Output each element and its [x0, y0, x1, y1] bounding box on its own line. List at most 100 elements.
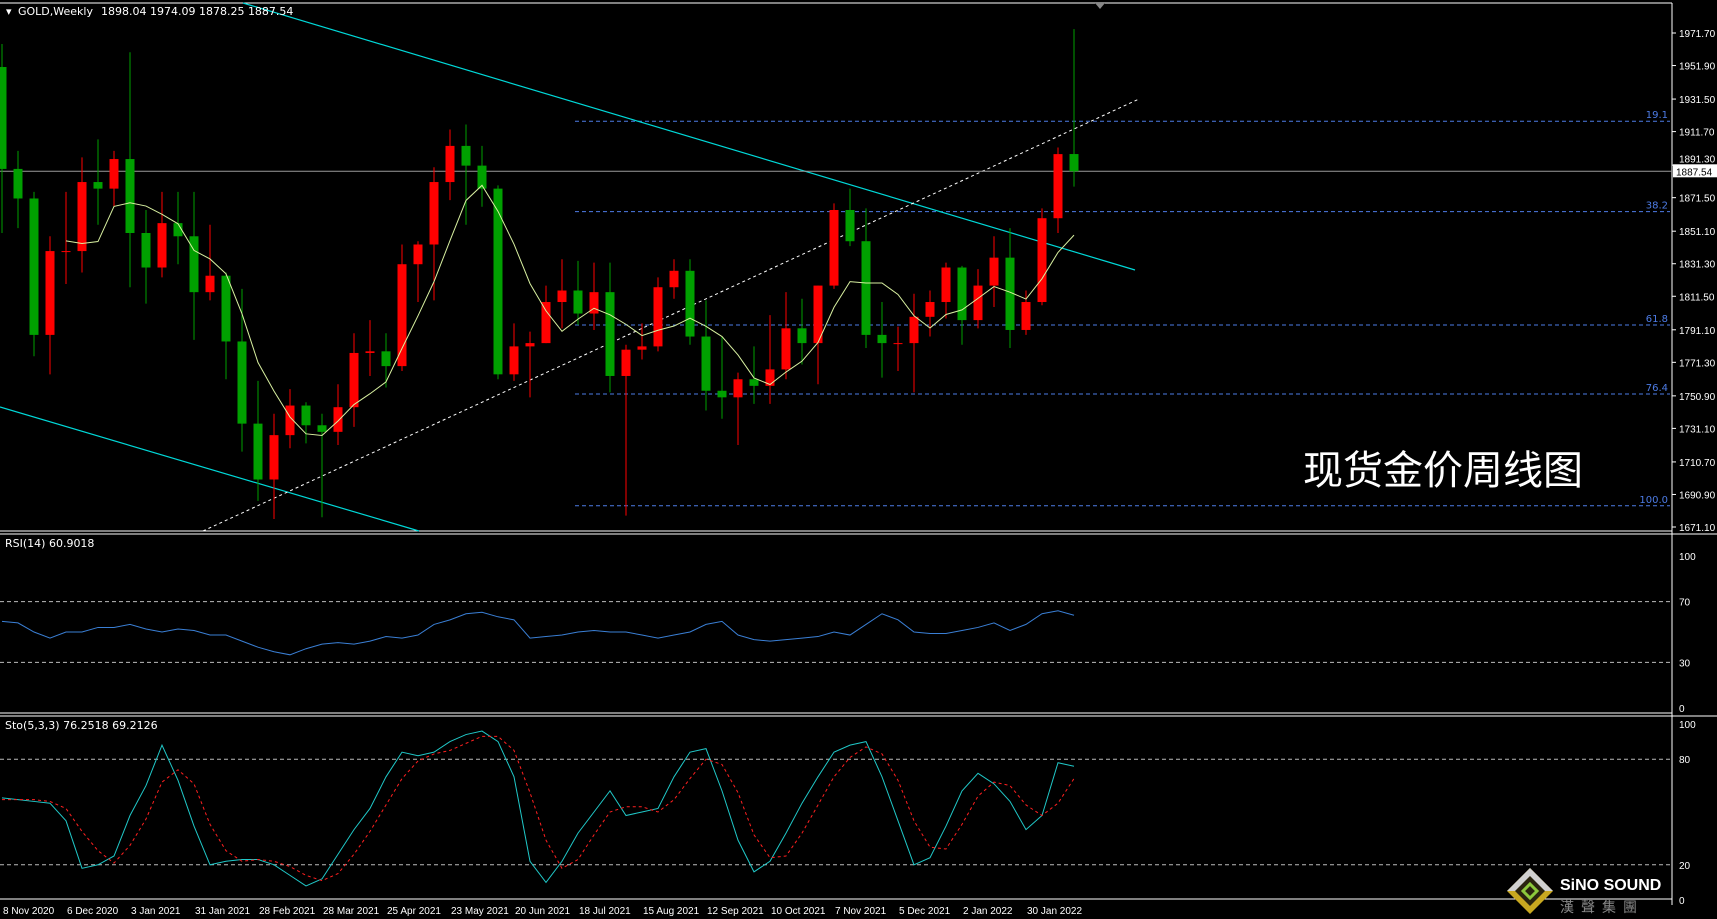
indicator-tick-label: 100: [1679, 720, 1696, 731]
time-tick-label: 31 Jan 2021: [195, 906, 250, 917]
chart-header: GOLD,Weekly 1898.04 1974.09 1878.25 1887.…: [18, 5, 293, 18]
descending-trendline-upper: [242, 2, 1136, 271]
candle-body: [173, 223, 183, 237]
candle-body: [541, 302, 551, 344]
candle-body: [957, 267, 967, 321]
candle-body: [749, 379, 759, 386]
candle-body: [909, 316, 919, 344]
price-tick-label: 1811.50: [1679, 292, 1715, 303]
price-tick-label: 1750.90: [1679, 392, 1716, 403]
indicator-tick-label: 100: [1679, 552, 1696, 563]
time-tick-label: 30 Jan 2022: [1027, 906, 1082, 917]
time-tick-label: 28 Feb 2021: [259, 906, 316, 917]
price-tick-label: 1871.50: [1679, 194, 1716, 205]
candle-body: [45, 251, 55, 335]
candle-body: [461, 145, 471, 166]
candle-body: [189, 236, 199, 293]
sino-sound-logo: SiNO SOUND 漢聲集團: [1507, 868, 1661, 916]
candle-body: [781, 328, 791, 370]
indicator-main-line: [1, 730, 1075, 887]
time-axis: 8 Nov 2020 6 Dec 2020 3 Jan 2021 31 Jan 202…: [3, 906, 1082, 917]
fib-level-label: 38.2: [1646, 201, 1668, 212]
candle-body: [893, 343, 903, 345]
candle-body: [845, 209, 855, 242]
time-tick-label: 5 Dec 2021: [899, 906, 951, 917]
candle-body: [637, 346, 647, 350]
chart-ohlc: 1898.04 1974.09 1878.25 1887.54: [101, 5, 293, 18]
time-tick-label: 18 Jul 2021: [579, 906, 631, 917]
candle-body: [0, 67, 7, 169]
candle-body: [221, 275, 231, 342]
candle-body: [1069, 154, 1079, 172]
price-tick-label: 1891.30: [1679, 154, 1716, 165]
candle-body: [269, 435, 279, 480]
time-tick-label: 3 Jan 2021: [131, 906, 181, 917]
logo-text-cn: 漢聲集團: [1560, 899, 1644, 916]
stochastic-pane: 100 80 20 0: [0, 720, 1696, 907]
time-tick-label: 10 Oct 2021: [771, 906, 826, 917]
candle-body: [989, 257, 999, 286]
candle-body: [445, 145, 455, 183]
indicator-main-line: [1, 610, 1075, 656]
candle-body: [877, 334, 887, 344]
chart-symbol: GOLD,Weekly: [18, 5, 93, 18]
time-tick-label: 7 Nov 2021: [835, 906, 887, 917]
indicator-tick-label: 0: [1679, 896, 1685, 907]
candle-body: [253, 423, 263, 480]
candle-body: [477, 165, 487, 189]
time-tick-label: 23 May 2021: [451, 906, 509, 917]
price-tick-label: 1931.50: [1679, 95, 1716, 106]
candle-body: [141, 232, 151, 268]
time-tick-label: 2 Jan 2022: [963, 906, 1013, 917]
fib-level-label: 100.0: [1639, 495, 1668, 506]
time-tick-label: 15 Aug 2021: [643, 906, 700, 917]
candle-body: [621, 349, 631, 376]
indicator-tick-label: 20: [1679, 861, 1691, 872]
candle-body: [1005, 257, 1015, 330]
price-tick-label: 1971.70: [1679, 29, 1716, 40]
moving-average-line: [65, 184, 1075, 436]
candle-body: [525, 343, 535, 347]
candle-body: [589, 292, 599, 314]
stochastic-header: Sto(5,3,3) 76.2518 69.2126: [5, 719, 158, 732]
chart-header-arrow-icon[interactable]: ▾: [6, 5, 12, 18]
candle-body: [813, 285, 823, 344]
candle-body: [797, 328, 807, 344]
price-tick-label: 1771.30: [1679, 358, 1716, 369]
price-tick-label: 1710.70: [1679, 458, 1716, 469]
candle-body: [941, 267, 951, 303]
candle-body: [669, 270, 679, 288]
fib-level-label: 19.1: [1646, 110, 1668, 121]
candle-body: [317, 425, 327, 432]
price-tick-label: 1791.10: [1679, 326, 1716, 337]
candle-body: [29, 198, 39, 335]
fib-level-label: 61.8: [1646, 314, 1668, 325]
candle-body: [717, 390, 727, 398]
candle-body: [301, 405, 311, 426]
time-tick-label: 20 Jun 2021: [515, 906, 570, 917]
time-tick-label: 12 Sep 2021: [707, 906, 764, 917]
candle-body: [333, 407, 343, 432]
candle-body: [557, 290, 567, 303]
candle-body: [397, 264, 407, 367]
rsi-header: RSI(14) 60.9018: [5, 537, 94, 550]
current-price-label: 1887.54: [1676, 167, 1713, 178]
price-tick-label: 1851.10: [1679, 227, 1716, 238]
candle-body: [125, 159, 135, 233]
candle-body: [573, 290, 583, 314]
candle-body: [973, 285, 983, 321]
time-tick-label: 6 Dec 2020: [67, 906, 119, 917]
time-tick-label: 28 Mar 2021: [323, 906, 380, 917]
candle-body: [93, 182, 103, 189]
candle-body: [157, 223, 167, 268]
time-tick-label: 25 Apr 2021: [387, 906, 441, 917]
candle-body: [605, 292, 615, 376]
candle-body: [685, 270, 695, 337]
chart-shift-marker[interactable]: [1095, 3, 1105, 9]
price-tick-label: 1731.10: [1679, 424, 1716, 435]
candle-body: [733, 379, 743, 398]
fib-level-label: 76.4: [1646, 383, 1668, 394]
indicator-tick-label: 80: [1679, 755, 1691, 766]
candle-body: [493, 188, 503, 375]
